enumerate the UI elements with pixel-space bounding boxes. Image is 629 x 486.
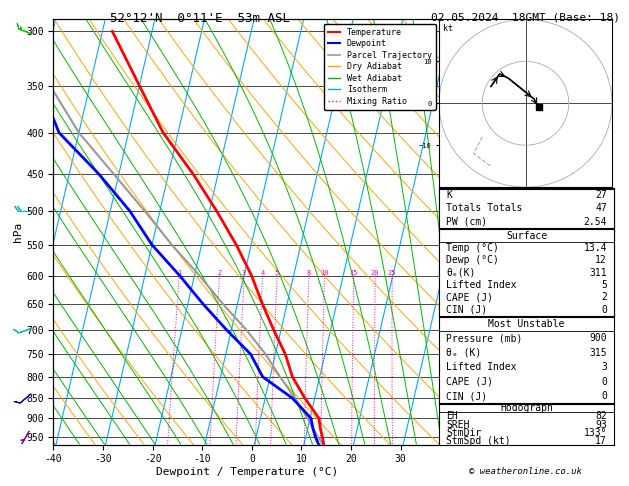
Text: LCL: LCL (440, 433, 458, 443)
Text: Hodograph: Hodograph (500, 403, 553, 414)
Text: SREH: SREH (446, 419, 469, 430)
Text: θₑ(K): θₑ(K) (446, 268, 476, 278)
Text: 25: 25 (388, 270, 396, 276)
Text: 47: 47 (597, 205, 609, 214)
Text: 133°: 133° (584, 428, 607, 437)
Y-axis label: hPa: hPa (13, 222, 23, 242)
Text: Mixing Ratio (g/kg): Mixing Ratio (g/kg) (487, 215, 496, 317)
Text: 1: 1 (177, 270, 181, 276)
Text: 2.54: 2.54 (584, 217, 607, 227)
Text: Surface: Surface (506, 230, 547, 241)
Legend: Temperature, Dewpoint, Parcel Trajectory, Dry Adiabat, Wet Adiabat, Isotherm, Mi: Temperature, Dewpoint, Parcel Trajectory… (324, 24, 436, 110)
Text: 8: 8 (307, 270, 311, 276)
Text: Most Unstable: Most Unstable (488, 319, 565, 329)
Text: 2.54: 2.54 (585, 219, 609, 229)
Text: 5: 5 (601, 280, 607, 290)
Text: Dewp (°C): Dewp (°C) (446, 255, 499, 265)
Text: StmDir: StmDir (446, 428, 481, 437)
Text: 311: 311 (591, 268, 609, 278)
Text: Totals Totals: Totals Totals (446, 204, 523, 213)
Text: 12: 12 (597, 256, 609, 266)
Text: 27: 27 (597, 190, 609, 200)
Text: Dewp (°C): Dewp (°C) (446, 256, 499, 266)
Text: Lifted Index: Lifted Index (446, 363, 516, 372)
Text: EH: EH (446, 412, 458, 421)
Text: 13.4: 13.4 (584, 243, 607, 253)
Text: CAPE (J): CAPE (J) (446, 293, 493, 302)
Text: 82: 82 (595, 412, 607, 421)
Text: 17: 17 (595, 435, 607, 446)
Text: Totals Totals: Totals Totals (446, 205, 523, 214)
Text: CIN (J): CIN (J) (446, 305, 487, 315)
Text: CAPE (J): CAPE (J) (446, 293, 493, 303)
Text: PW (cm): PW (cm) (446, 217, 487, 227)
Text: 5: 5 (275, 270, 279, 276)
Text: 2: 2 (601, 293, 607, 302)
Text: K: K (446, 190, 452, 200)
Text: Lifted Index: Lifted Index (446, 280, 516, 291)
Text: Temp (°C): Temp (°C) (446, 243, 499, 253)
Text: 93: 93 (595, 419, 607, 430)
Text: CAPE (J): CAPE (J) (446, 377, 493, 387)
Text: 4: 4 (260, 270, 265, 276)
Text: 2: 2 (217, 270, 221, 276)
Text: 900: 900 (589, 333, 607, 344)
Text: 0: 0 (601, 377, 607, 387)
Text: 2: 2 (603, 293, 609, 303)
Text: Lifted Index: Lifted Index (446, 280, 516, 290)
Text: 02.05.2024  18GMT (Base: 18): 02.05.2024 18GMT (Base: 18) (431, 12, 620, 22)
Text: © weatheronline.co.uk: © weatheronline.co.uk (469, 467, 582, 476)
Text: Surface: Surface (506, 232, 547, 242)
Text: 0: 0 (603, 305, 609, 315)
Text: 13.4: 13.4 (585, 244, 609, 254)
Text: 12: 12 (595, 255, 607, 265)
Text: 15: 15 (350, 270, 358, 276)
Text: 5: 5 (603, 280, 609, 291)
Text: 311: 311 (589, 268, 607, 278)
Text: θₑ (K): θₑ (K) (446, 348, 481, 358)
Text: 3: 3 (601, 363, 607, 372)
Text: θₑ(K): θₑ(K) (446, 268, 476, 278)
Text: 10: 10 (320, 270, 329, 276)
Text: 0: 0 (601, 305, 607, 315)
Text: 52°12'N  0°11'E  53m ASL: 52°12'N 0°11'E 53m ASL (111, 12, 291, 25)
Text: Pressure (mb): Pressure (mb) (446, 333, 523, 344)
Text: 47: 47 (595, 204, 607, 213)
Text: 315: 315 (589, 348, 607, 358)
X-axis label: Dewpoint / Temperature (°C): Dewpoint / Temperature (°C) (156, 467, 338, 477)
Text: CIN (J): CIN (J) (446, 391, 487, 401)
Y-axis label: km
ASL: km ASL (472, 221, 490, 243)
Text: CIN (J): CIN (J) (446, 305, 487, 315)
Text: 20: 20 (371, 270, 379, 276)
Text: PW (cm): PW (cm) (446, 219, 487, 229)
Text: kt: kt (443, 24, 454, 33)
Text: StmSpd (kt): StmSpd (kt) (446, 435, 511, 446)
Text: Temp (°C): Temp (°C) (446, 244, 499, 254)
Text: 0: 0 (601, 391, 607, 401)
Text: 3: 3 (242, 270, 247, 276)
Text: K: K (446, 190, 452, 200)
Text: 27: 27 (595, 190, 607, 200)
